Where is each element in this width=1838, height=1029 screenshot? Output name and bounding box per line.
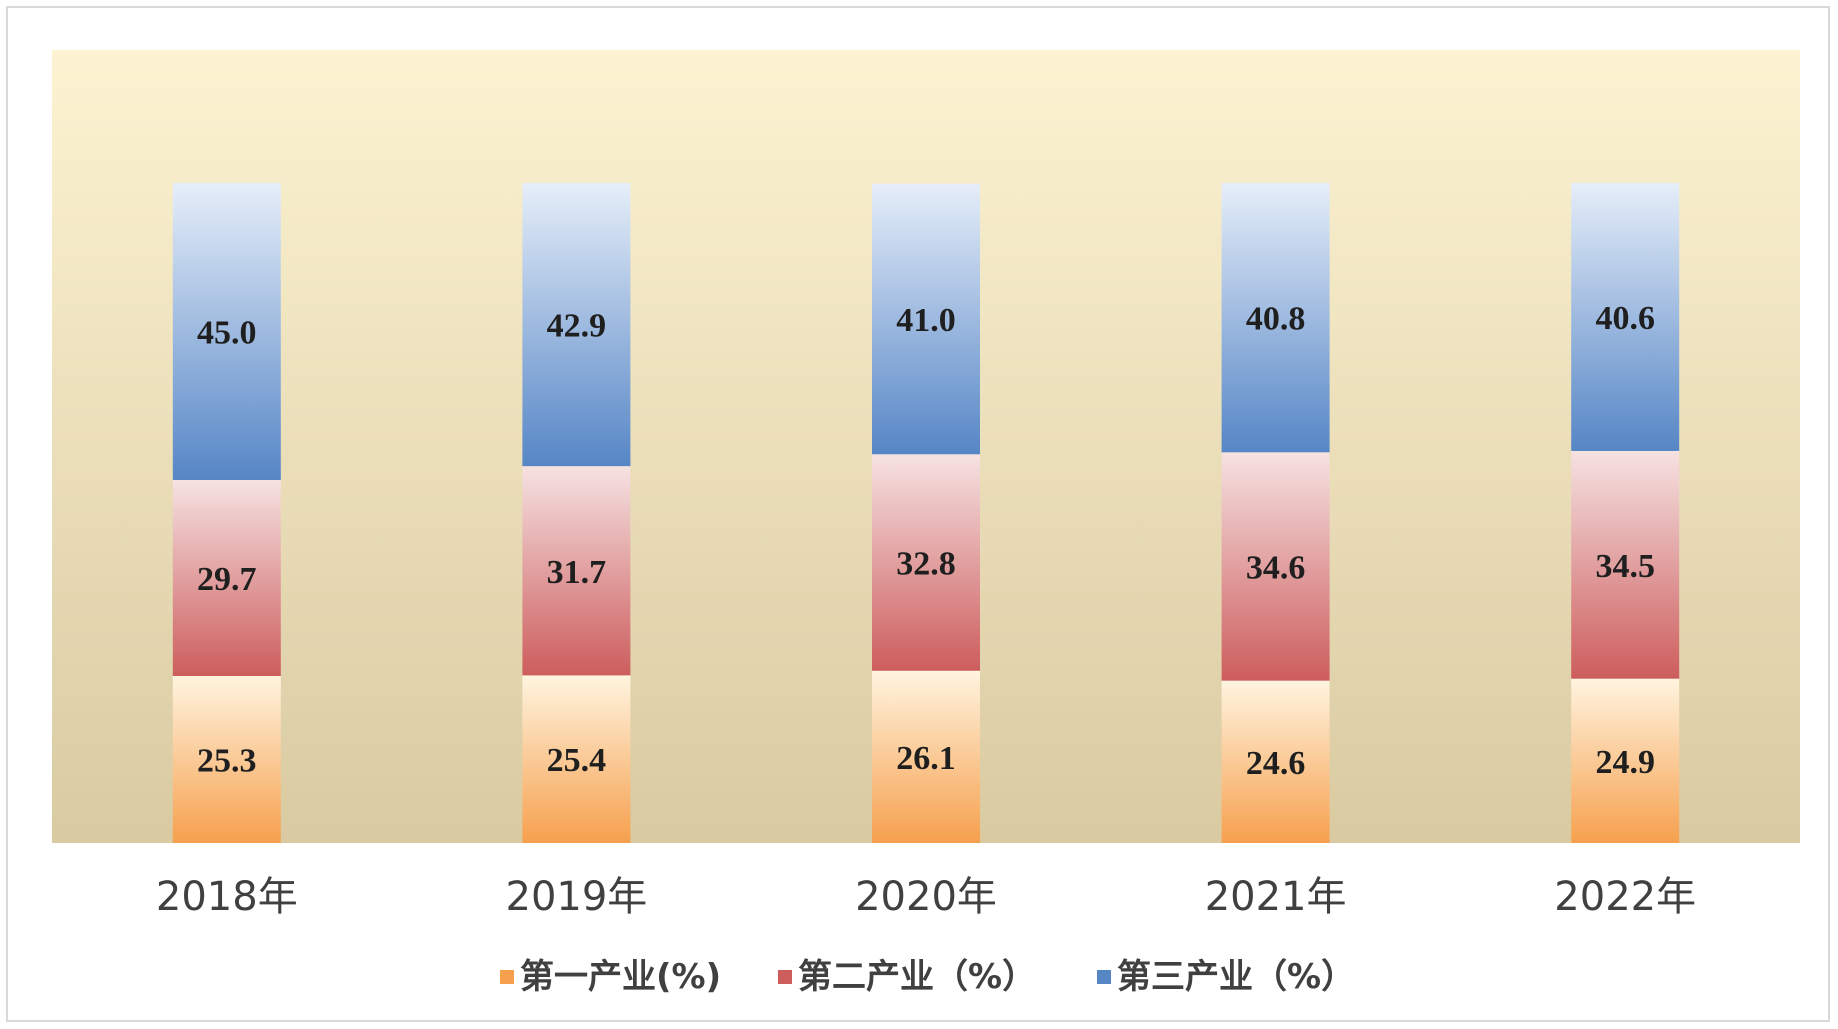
data-label-3-4: 40.8 — [1246, 301, 1306, 338]
legend-swatch-2 — [778, 970, 792, 984]
bar-segment-2-2 — [522, 466, 631, 676]
data-labels: 25.3 29.7 45.0 25.4 31.7 42.9 26.1 32.8 41.0 24.6… — [197, 300, 1655, 782]
data-label-3-5: 40.6 — [1595, 300, 1655, 337]
bar-segment-1-4 — [1221, 680, 1330, 843]
bar-segment-1-1 — [172, 676, 281, 843]
data-label-2-1: 29.7 — [197, 561, 257, 598]
data-label-1-4: 24.6 — [1246, 745, 1306, 782]
bars — [172, 183, 1680, 843]
x-tick-label: 2018年 — [156, 874, 298, 920]
bar-segment-1-2 — [522, 675, 631, 843]
data-label-3-2: 42.9 — [547, 308, 607, 345]
x-tick-label: 2020年 — [855, 874, 997, 920]
data-label-1-2: 25.4 — [547, 742, 607, 779]
bar-segment-2-3 — [872, 454, 980, 671]
data-label-2-5: 34.5 — [1595, 548, 1655, 585]
bar-segment-2-4 — [1221, 452, 1330, 681]
x-axis-ticks: 2018年 2019年 2020年 2021年 2022年 — [156, 874, 1696, 920]
data-label-2-2: 31.7 — [547, 554, 607, 591]
data-label-1-5: 24.9 — [1595, 744, 1655, 781]
bar-segment-3-5 — [1571, 183, 1680, 451]
bar-segment-3-3 — [872, 183, 980, 455]
bar-segment-1-3 — [872, 670, 980, 843]
data-label-2-4: 34.6 — [1246, 549, 1306, 586]
x-tick-label: 2019年 — [506, 874, 648, 920]
bar-segment-2-1 — [172, 480, 281, 677]
legend: 第一产业(%) 第二产业（%） 第三产业（%） — [500, 957, 1355, 997]
x-tick-label: 2021年 — [1205, 874, 1347, 920]
legend-swatch-3 — [1097, 970, 1111, 984]
bar-segment-3-4 — [1221, 183, 1330, 453]
data-label-2-3: 32.8 — [896, 546, 956, 583]
data-label-1-1: 25.3 — [197, 743, 257, 780]
legend-label-3: 第三产业（%） — [1117, 957, 1355, 997]
x-tick-label: 2022年 — [1554, 874, 1696, 920]
bar-segment-3-2 — [522, 183, 631, 467]
bar-segment-3-1 — [172, 183, 281, 480]
legend-label-2: 第二产业（%） — [798, 957, 1036, 997]
bar-segment-1-5 — [1571, 678, 1680, 843]
data-label-3-3: 41.0 — [896, 302, 956, 339]
bar-segment-2-5 — [1571, 450, 1680, 679]
data-label-3-1: 45.0 — [197, 315, 257, 352]
legend-label-1: 第一产业(%) — [520, 957, 721, 997]
legend-swatch-1 — [500, 970, 514, 984]
data-label-1-3: 26.1 — [896, 740, 956, 777]
